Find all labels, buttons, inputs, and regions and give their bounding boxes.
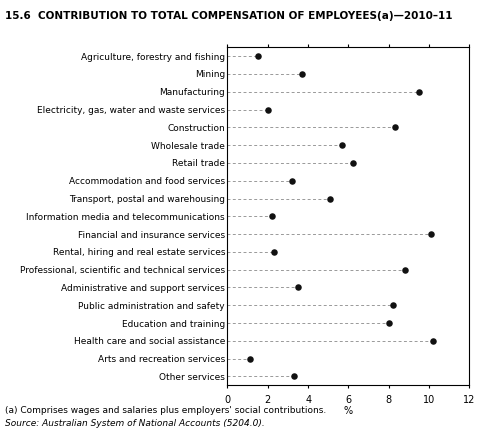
- X-axis label: %: %: [344, 405, 353, 415]
- Point: [290, 373, 298, 380]
- Text: Professional, scientific and technical services: Professional, scientific and technical s…: [20, 265, 225, 275]
- Text: Manufacturing: Manufacturing: [159, 88, 225, 97]
- Text: Arts and recreation services: Arts and recreation services: [98, 354, 225, 363]
- Point: [429, 338, 437, 345]
- Point: [389, 302, 397, 309]
- Point: [254, 53, 261, 60]
- Point: [294, 284, 302, 291]
- Text: Health care and social assistance: Health care and social assistance: [74, 336, 225, 346]
- Point: [270, 249, 278, 256]
- Point: [401, 267, 409, 274]
- Text: Source: Australian System of National Accounts (5204.0).: Source: Australian System of National Ac…: [5, 418, 265, 427]
- Text: Financial and insurance services: Financial and insurance services: [78, 230, 225, 239]
- Text: Information media and telecommunications: Information media and telecommunications: [27, 212, 225, 221]
- Text: Mining: Mining: [195, 71, 225, 79]
- Point: [385, 320, 393, 327]
- Point: [348, 160, 356, 167]
- Point: [264, 107, 272, 114]
- Text: Administrative and support services: Administrative and support services: [61, 283, 225, 292]
- Text: Construction: Construction: [167, 124, 225, 133]
- Text: Transport, postal and warehousing: Transport, postal and warehousing: [69, 194, 225, 204]
- Point: [427, 231, 435, 238]
- Text: Public administration and safety: Public administration and safety: [78, 301, 225, 310]
- Point: [415, 89, 423, 96]
- Text: 15.6  CONTRIBUTION TO TOTAL COMPENSATION OF EMPLOYEES(a)—2010–11: 15.6 CONTRIBUTION TO TOTAL COMPENSATION …: [5, 11, 453, 21]
- Point: [326, 195, 334, 202]
- Point: [246, 355, 254, 362]
- Point: [298, 71, 306, 78]
- Text: Electricity, gas, water and waste services: Electricity, gas, water and waste servic…: [37, 106, 225, 115]
- Point: [268, 213, 276, 220]
- Text: Agriculture, forestry and fishing: Agriculture, forestry and fishing: [81, 53, 225, 62]
- Text: Education and training: Education and training: [122, 319, 225, 328]
- Text: Accommodation and food services: Accommodation and food services: [69, 177, 225, 186]
- Point: [288, 178, 296, 185]
- Text: Retail trade: Retail trade: [172, 159, 225, 168]
- Text: (a) Comprises wages and salaries plus employers' social contributions.: (a) Comprises wages and salaries plus em…: [5, 405, 326, 414]
- Text: Rental, hiring and real estate services: Rental, hiring and real estate services: [53, 248, 225, 257]
- Text: Other services: Other services: [159, 372, 225, 381]
- Text: Wholesale trade: Wholesale trade: [151, 141, 225, 150]
- Point: [391, 124, 399, 131]
- Point: [338, 142, 346, 149]
